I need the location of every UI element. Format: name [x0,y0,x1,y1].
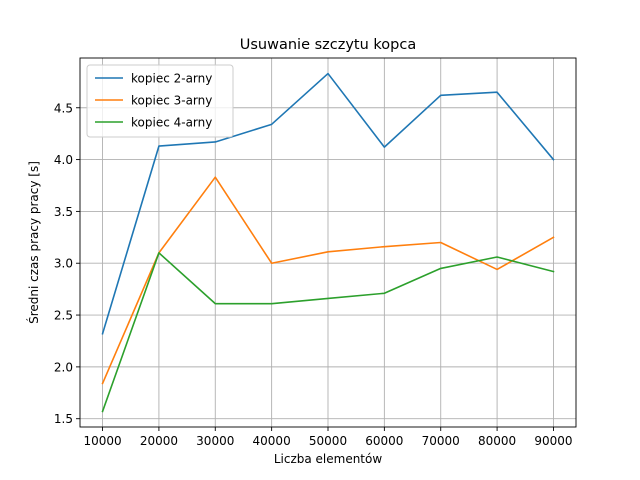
legend-box [86,64,234,138]
x-tick-label: 60000 [365,434,403,448]
y-tick-label: 1.5 [54,412,73,426]
y-tick-label: 3.0 [54,257,73,271]
x-tick-label: 70000 [422,434,460,448]
x-axis-title: Liczba elementów [274,452,383,466]
y-axis-title: Średni czas pracy pracy [s] [26,161,41,324]
legend: kopiec 2-arny kopiec 3-arny kopiec 4-arny [86,64,234,138]
x-tick-label: 50000 [309,434,347,448]
y-tick-label: 4.5 [54,101,73,115]
x-tick-label: 40000 [253,434,291,448]
x-tick-label: 30000 [196,434,234,448]
legend-label: kopiec 2-arny [131,72,212,86]
x-tick-label: 20000 [140,434,178,448]
series-line-1 [101,72,555,335]
y-tick-label: 2.0 [54,360,73,374]
y-tick-label: 4.0 [54,153,73,167]
x-tick-label: 10000 [83,434,121,448]
chart-title: Usuwanie szczytu kopca [240,37,416,53]
series-line-3 [101,252,555,413]
axis-ticks: 10000 20000 30000 40000 50000 60000 70000 80000… [54,101,573,448]
data-series [101,72,555,413]
y-tick-label: 2.5 [54,309,73,323]
legend-label: kopiec 4-arny [131,116,212,130]
x-tick-label: 90000 [534,434,572,448]
y-tick-label: 3.5 [54,205,73,219]
legend-label: kopiec 3-arny [131,94,212,108]
x-tick-label: 80000 [478,434,516,448]
